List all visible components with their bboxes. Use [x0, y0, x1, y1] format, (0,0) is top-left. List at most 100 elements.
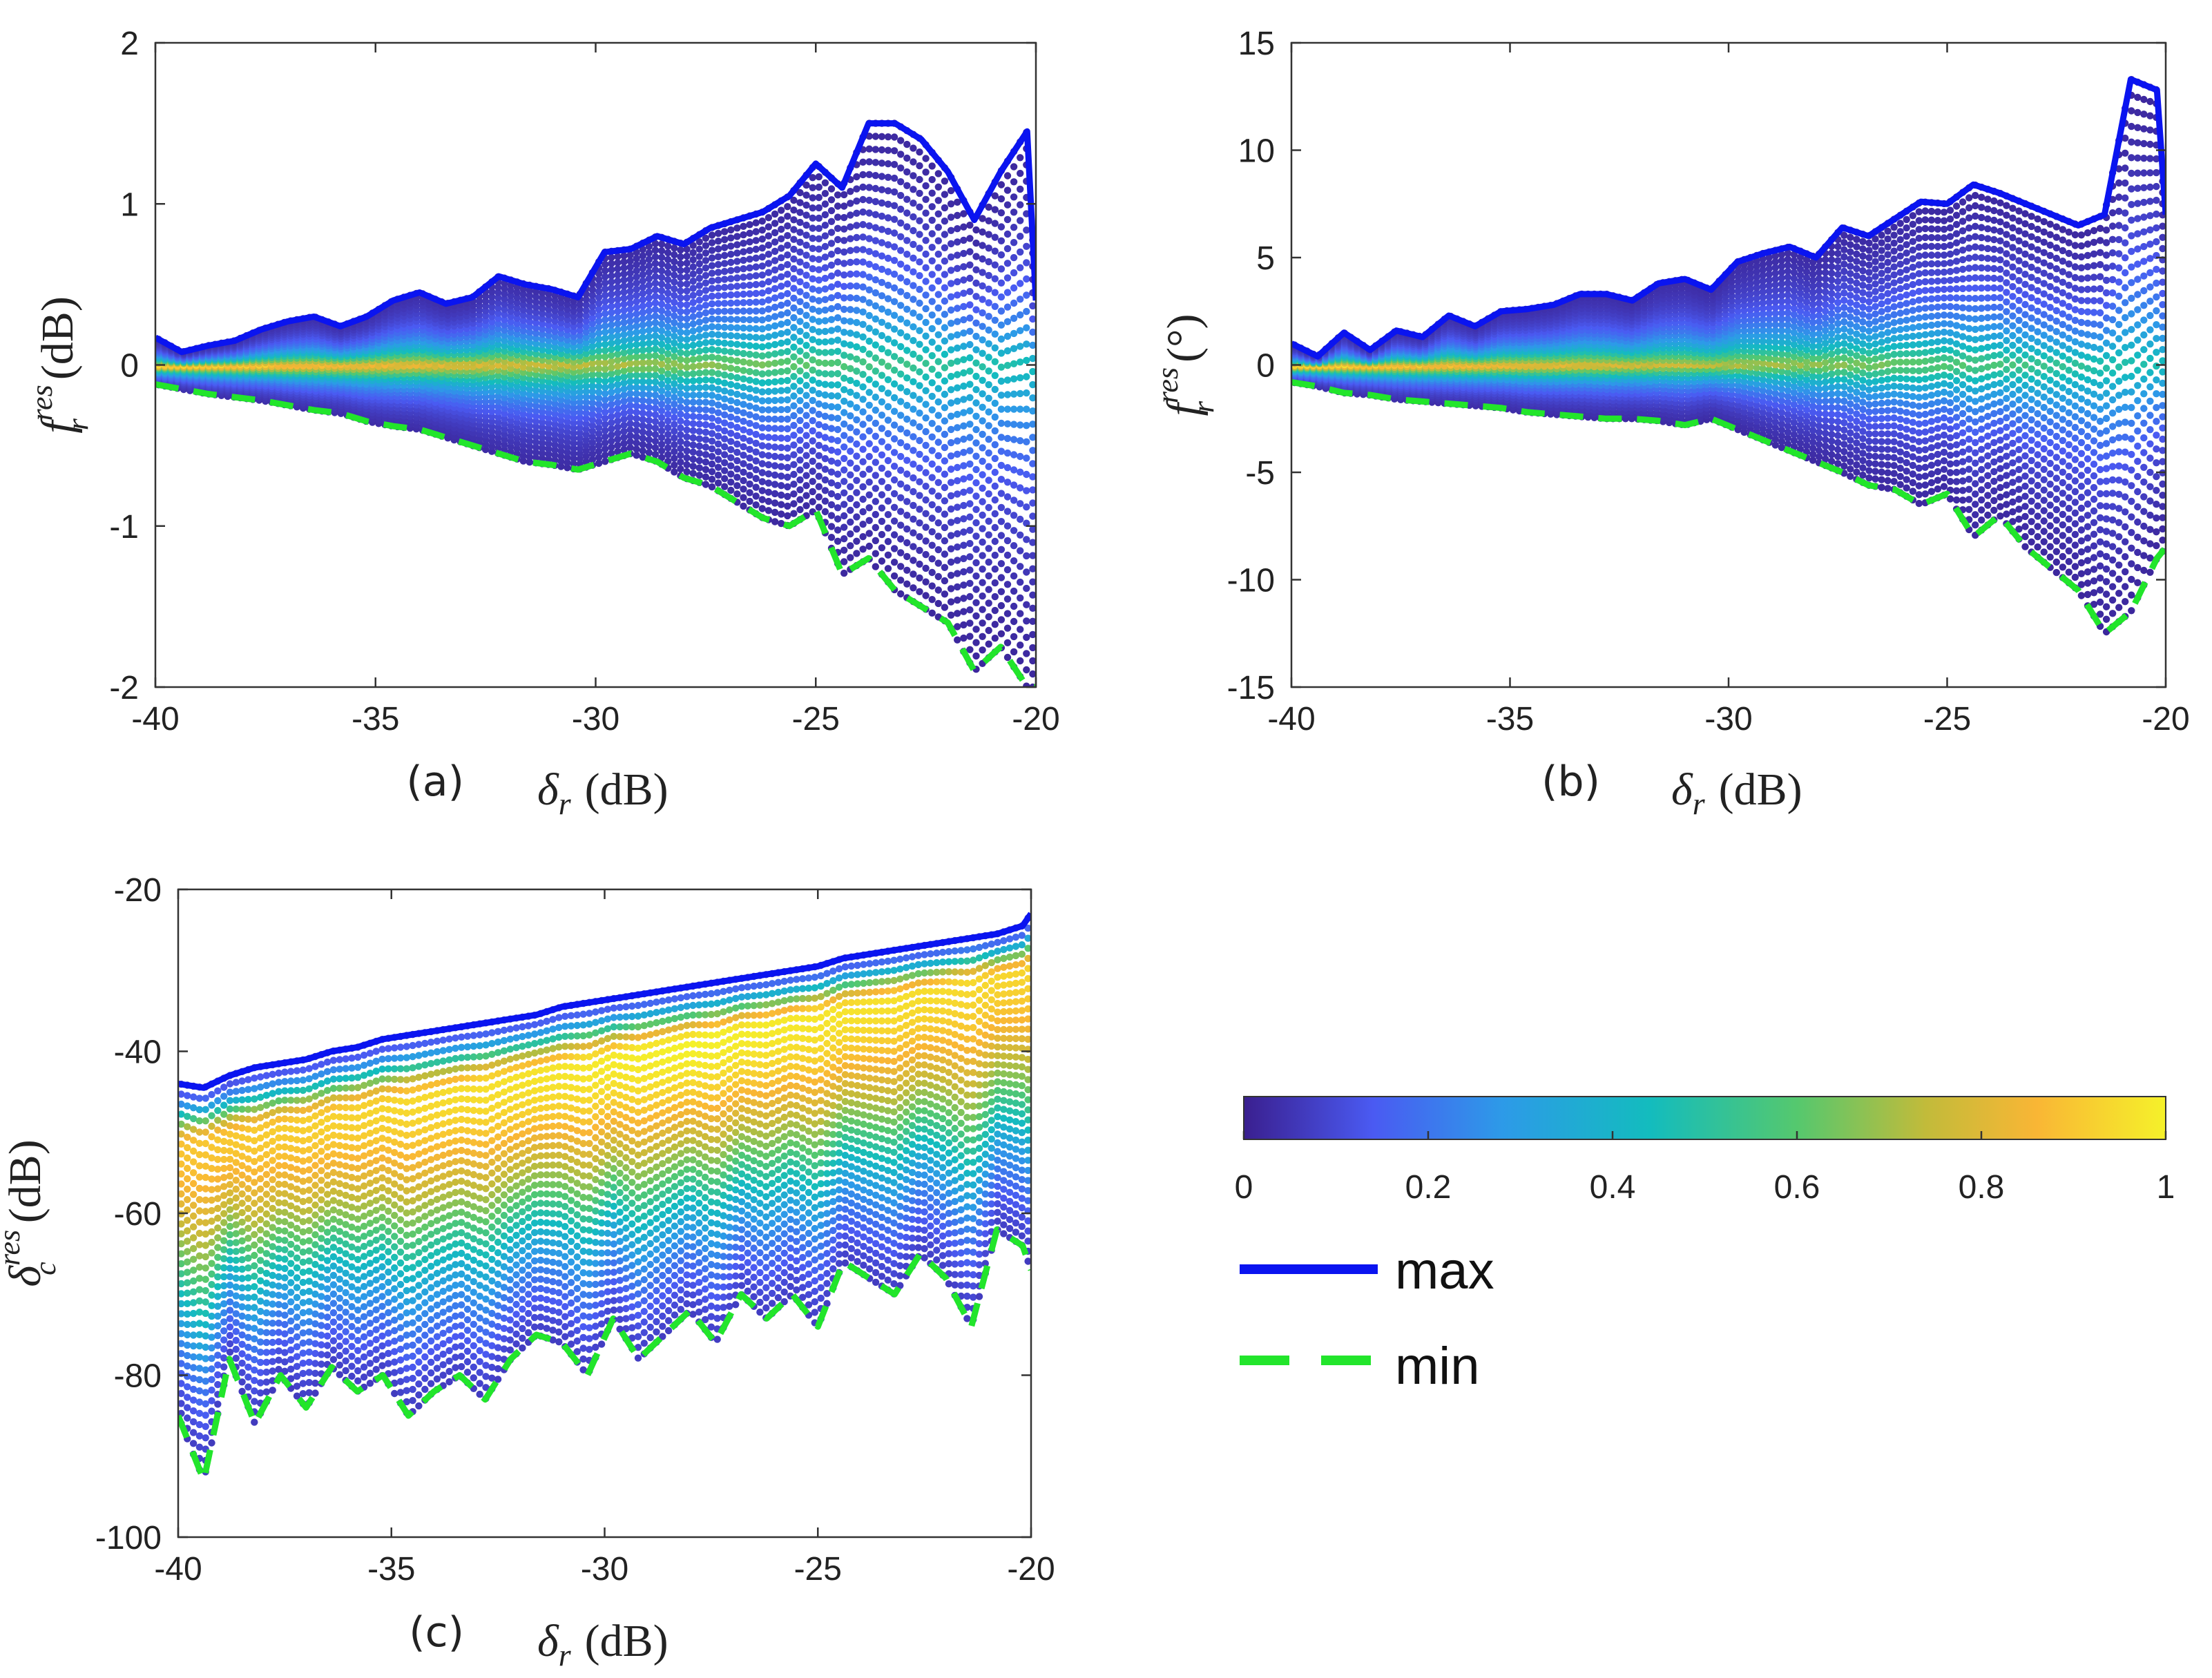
scatter-point: [966, 314, 974, 322]
scatter-point: [689, 398, 697, 406]
scatter-point: [922, 278, 930, 285]
scatter-point: [802, 462, 810, 470]
scatter-point: [714, 269, 722, 276]
scatter-point: [695, 435, 703, 443]
scatter-point: [771, 313, 779, 320]
scatter-point: [821, 222, 829, 229]
scatter-point: [519, 400, 527, 407]
scatter-point: [526, 291, 534, 300]
scatter-point: [827, 512, 836, 519]
scatter-point: [972, 279, 980, 287]
scatter-point: [664, 397, 672, 405]
scatter-point: [1023, 682, 1030, 687]
scatter-point: [614, 430, 622, 437]
scatter-point: [966, 394, 974, 401]
scatter-point: [790, 235, 798, 243]
scatter-point: [657, 314, 666, 321]
scatter-point: [1023, 242, 1030, 250]
scatter-point: [916, 492, 923, 499]
scatter-point: [740, 222, 747, 230]
scatter-point: [796, 397, 804, 405]
scatter-point: [821, 370, 829, 378]
scatter-point: [778, 358, 785, 366]
scatter-point: [645, 249, 653, 257]
scatter-point: [683, 301, 691, 309]
scatter-point: [695, 442, 703, 450]
scatter-point: [758, 406, 767, 414]
scatter-point: [519, 374, 527, 382]
scatter-point: [671, 380, 678, 387]
scatter-point: [513, 361, 521, 369]
scatter-point: [872, 250, 880, 258]
scatter-point: [954, 344, 961, 352]
scatter-point: [771, 322, 779, 330]
scatter-point: [778, 368, 785, 376]
scatter-point: [689, 270, 697, 278]
scatter-point: [834, 224, 842, 232]
scatter-point: [614, 350, 622, 358]
scatter-point: [488, 343, 496, 351]
scatter-point: [727, 258, 735, 267]
scatter-point: [884, 268, 892, 276]
scatter-point: [488, 393, 496, 401]
scatter-point: [1017, 233, 1024, 240]
scatter-point: [651, 273, 660, 280]
scatter-point: [796, 199, 804, 206]
scatter-point: [997, 588, 1006, 595]
scatter-point: [884, 200, 892, 208]
scatter-point: [1010, 375, 1018, 383]
scatter-point: [778, 216, 785, 224]
scatter-point: [677, 369, 684, 377]
scatter-point: [519, 436, 527, 444]
scatter-point: [501, 368, 508, 376]
scatter-point: [847, 270, 854, 278]
scatter-point: [928, 460, 936, 468]
scatter-point: [664, 329, 672, 338]
scatter-point: [727, 316, 735, 323]
scatter-point: [695, 296, 703, 304]
scatter-point: [513, 372, 521, 380]
scatter-point: [602, 279, 609, 287]
scatter-point: [815, 328, 823, 336]
scatter-point: [764, 497, 773, 505]
scatter-point: [884, 241, 892, 249]
scatter-point: [488, 427, 496, 435]
scatter-point: [721, 284, 729, 291]
scatter-point: [752, 280, 760, 289]
scatter-point: [903, 264, 911, 272]
scatter-point: [947, 226, 955, 234]
scatter-point: [1010, 329, 1018, 338]
scatter-point: [853, 465, 860, 472]
scatter-point: [708, 269, 716, 277]
scatter-point: [733, 249, 741, 257]
scatter-point: [664, 249, 672, 257]
scatter-point: [928, 338, 936, 346]
scatter-point: [916, 258, 923, 266]
scatter-point: [809, 235, 816, 242]
scatter-point: [922, 209, 930, 217]
scatter-point: [821, 179, 829, 186]
scatter-point: [872, 510, 880, 519]
scatter-point: [513, 346, 521, 354]
scatter-point: [683, 259, 691, 267]
scatter-point: [764, 269, 773, 276]
scatter-point: [934, 586, 943, 594]
scatter-point: [526, 318, 534, 325]
scatter-point: [802, 482, 810, 490]
scatter-point: [683, 322, 691, 329]
scatter-point: [878, 173, 886, 180]
scatter-point: [890, 517, 898, 525]
scatter-point: [947, 267, 955, 274]
scatter-point: [526, 443, 534, 450]
scatter-point: [840, 213, 848, 222]
scatter-point: [960, 501, 968, 510]
scatter-point: [865, 427, 873, 435]
scatter-point: [840, 523, 848, 531]
scatter-point: [488, 318, 496, 326]
scatter-point: [910, 158, 917, 166]
scatter-point: [764, 488, 773, 496]
scatter-point: [834, 481, 842, 490]
scatter-point: [815, 462, 823, 470]
scatter-point: [997, 335, 1006, 343]
scatter-point: [872, 133, 880, 140]
